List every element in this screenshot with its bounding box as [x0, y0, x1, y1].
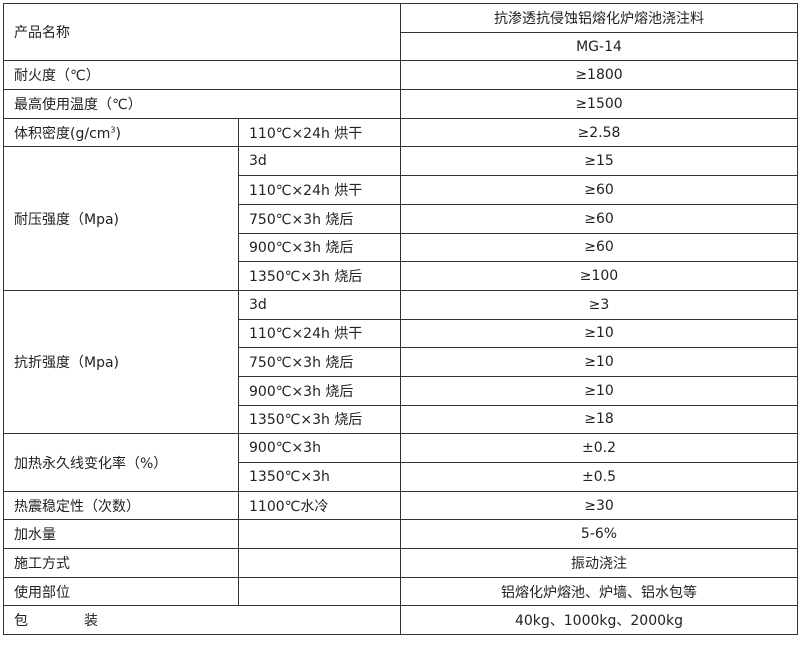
table-row: 产品名称 抗渗透抗侵蚀铝熔化炉熔池浇注料 — [3, 2, 798, 62]
row-value: 5-6% — [400, 519, 798, 550]
row-value: ≥100 — [400, 261, 798, 291]
row-condition: 1350℃×3h 烧后 — [238, 404, 401, 435]
table-row: 耐火度（℃） ≥1800 — [3, 60, 798, 91]
row-label: 体积密度(g/cm3) — [3, 117, 239, 148]
table-row: 750℃×3h 烧后 ≥60 — [4, 203, 798, 234]
row-value: 40kg、1000kg、2000kg — [400, 605, 798, 636]
table-row: 加热永久线变化率（%） 900℃×3h ±0.2 — [3, 433, 798, 492]
table-row: 900℃×3h 烧后 ≥60 — [4, 232, 798, 263]
row-condition: 3d — [238, 146, 401, 177]
empty-cell — [238, 576, 401, 607]
row-condition: 110℃×24h 烘干 — [238, 318, 401, 349]
product-name-label: 产品名称 — [3, 2, 401, 62]
row-condition: 110℃×24h 烘干 — [238, 117, 401, 148]
row-condition: 900℃×3h 烧后 — [238, 375, 401, 406]
table-row: 110℃×24h 烘干 ≥60 — [4, 175, 798, 205]
row-condition: 750℃×3h 烧后 — [238, 347, 401, 377]
table-row: 体积密度(g/cm3) 110℃×24h 烘干 ≥2.58 — [3, 117, 798, 148]
row-label: 耐火度（℃） — [3, 60, 401, 91]
row-value: ≥1800 — [400, 60, 798, 91]
row-value: 铝熔化炉熔池、炉墙、铝水包等 — [400, 576, 798, 607]
row-condition: 1350℃×3h — [238, 462, 401, 492]
row-value: ≥10 — [400, 375, 798, 406]
row-value: ≥15 — [400, 146, 798, 177]
row-value: ≥60 — [400, 175, 798, 205]
row-condition: 1350℃×3h 烧后 — [238, 261, 401, 291]
row-value: ≥2.58 — [400, 117, 798, 148]
row-value: ≥18 — [400, 404, 798, 435]
row-condition: 1100℃水冷 — [238, 490, 401, 521]
row-label: 加水量 — [3, 519, 239, 550]
table-row: 1350℃×3h 烧后 ≥100 — [4, 261, 798, 291]
row-value: ≥30 — [400, 490, 798, 521]
row-condition: 900℃×3h — [238, 433, 401, 463]
row-value: ≥10 — [400, 318, 798, 349]
row-value: 振动浇注 — [400, 548, 798, 578]
row-label: 抗折强度（Mpa) — [3, 289, 239, 435]
row-value: ±0.2 — [400, 433, 798, 463]
row-value: ±0.5 — [400, 462, 798, 492]
row-condition: 750℃×3h 烧后 — [238, 203, 401, 234]
row-label: 加热永久线变化率（%） — [3, 433, 239, 492]
table-row: 1350℃×3h 烧后 ≥18 — [4, 404, 798, 435]
table-row: 耐压强度（Mpa) 3d ≥15 — [3, 146, 798, 291]
table-row: 包 装 40kg、1000kg、2000kg — [3, 605, 798, 636]
table-row: 使用部位 铝熔化炉熔池、炉墙、铝水包等 — [3, 576, 798, 607]
row-label: 热震稳定性（次数） — [3, 490, 239, 521]
row-condition: 110℃×24h 烘干 — [238, 175, 401, 205]
product-name: 抗渗透抗侵蚀铝熔化炉熔池浇注料 — [400, 3, 798, 33]
row-label: 包 装 — [3, 605, 401, 636]
model: MG-14 — [400, 31, 798, 62]
row-value: ≥10 — [400, 347, 798, 377]
table-row: MG-14 — [4, 31, 798, 62]
table-row: 750℃×3h 烧后 ≥10 — [4, 347, 798, 377]
spec-table: 产品名称 抗渗透抗侵蚀铝熔化炉熔池浇注料 MG-14 耐火度（℃） ≥1800 … — [3, 2, 798, 636]
table-row: 施工方式 振动浇注 — [3, 548, 798, 578]
density-label-end: ) — [115, 125, 121, 142]
row-value: ≥3 — [400, 289, 798, 320]
row-label: 耐压强度（Mpa) — [3, 146, 239, 291]
empty-cell — [238, 519, 401, 550]
row-label: 最高使用温度（℃） — [3, 89, 401, 119]
row-condition: 3d — [238, 289, 401, 320]
row-value: ≥1500 — [400, 89, 798, 119]
density-sup: 3 — [110, 124, 116, 134]
empty-cell — [238, 548, 401, 578]
table-row: 加水量 5-6% — [3, 519, 798, 550]
table-row: 热震稳定性（次数） 1100℃水冷 ≥30 — [3, 490, 798, 521]
table-row: 抗折强度（Mpa) 3d ≥3 — [3, 289, 798, 435]
row-value: ≥60 — [400, 232, 798, 263]
row-value: ≥60 — [400, 203, 798, 234]
table-row: 900℃×3h 烧后 ≥10 — [4, 375, 798, 406]
row-label: 使用部位 — [3, 576, 239, 607]
density-label: 体积密度(g/cm — [14, 125, 111, 142]
row-label: 施工方式 — [3, 548, 239, 578]
row-condition: 900℃×3h 烧后 — [238, 232, 401, 263]
table-row: 最高使用温度（℃） ≥1500 — [3, 89, 798, 119]
